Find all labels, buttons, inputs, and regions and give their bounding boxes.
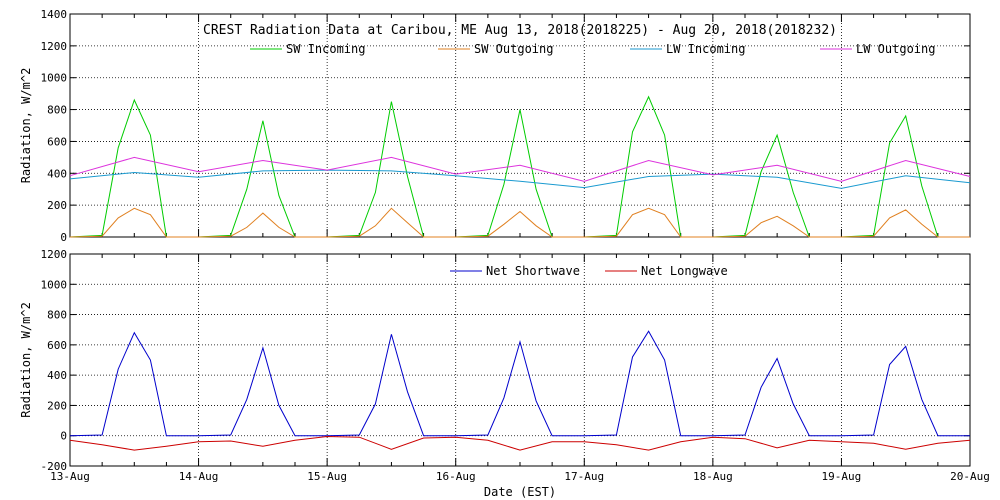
y-tick-label: 1400	[41, 8, 68, 21]
bottom-panel: -200 0 200 400 600 800 1000 1200 Radiation, W/m^…	[19, 248, 990, 499]
x-tick-label: 18-Aug	[693, 470, 733, 483]
x-tick-label: 13-Aug	[50, 470, 90, 483]
y-axis-label: Radiation, W/m^2	[19, 302, 33, 418]
series-line-lw-outgoing	[69, 156, 971, 182]
y-tick-label: 0	[60, 430, 67, 443]
y-tick-label: 1000	[41, 72, 68, 85]
y-tick-label: 0	[60, 231, 67, 244]
x-tick-label: 20-Aug	[950, 470, 990, 483]
y-tick-label: 400	[47, 369, 67, 382]
series-line-lw-incoming	[69, 169, 971, 189]
y-axis-label: Radiation, W/m^2	[19, 68, 33, 184]
y-tick-label: 400	[47, 167, 67, 180]
series-line-sw-outgoing	[69, 207, 970, 238]
x-tick-label: 15-Aug	[307, 470, 347, 483]
top-panel: 0 200 400 600 800 1000 1200 1400 Radiation, W/m^…	[19, 8, 971, 244]
chart-title: CREST Radiation Data at Caribou, ME Aug …	[203, 23, 837, 38]
y-tick-label: 1200	[41, 248, 68, 261]
series-line-net-shortwave	[69, 330, 970, 437]
y-tick-label: 200	[47, 199, 67, 212]
x-axis-label: Date (EST)	[484, 485, 556, 499]
y-tick-label: 1200	[41, 40, 68, 53]
plot-frame	[69, 253, 971, 467]
x-tick-label: 16-Aug	[436, 470, 476, 483]
x-tick-label: 19-Aug	[822, 470, 862, 483]
y-tick-label: -200	[41, 460, 68, 473]
legend-label: LW Outgoing	[856, 42, 935, 56]
legend-label: Net Longwave	[641, 264, 728, 278]
series-line-net-longwave	[69, 435, 971, 451]
y-tick-label: 800	[47, 309, 67, 322]
legend-label: SW Outgoing	[474, 42, 553, 56]
y-tick-label: 200	[47, 399, 67, 412]
y-tick-label: 600	[47, 339, 67, 352]
y-tick-label: 600	[47, 135, 67, 148]
legend-label: SW Incoming	[286, 42, 365, 56]
y-tick-label: 800	[47, 104, 67, 117]
x-tick-label: 14-Aug	[179, 470, 219, 483]
legend-label: LW Incoming	[666, 42, 745, 56]
legend-label: Net Shortwave	[486, 264, 580, 278]
plot-frame	[69, 13, 971, 238]
y-tick-label: 1000	[41, 278, 68, 291]
x-tick-label: 17-Aug	[564, 470, 604, 483]
